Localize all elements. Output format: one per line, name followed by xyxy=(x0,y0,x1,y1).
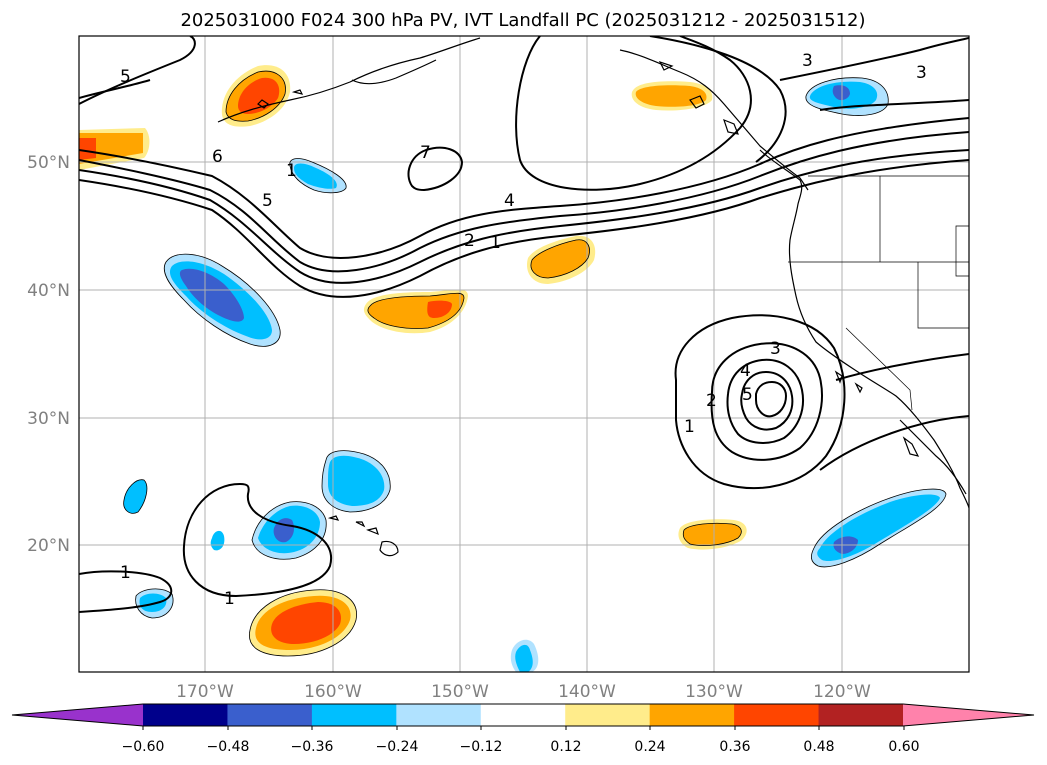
negative-anomaly-speck-2 xyxy=(210,530,225,551)
colorbar-segment xyxy=(480,704,566,726)
contour-label: 1 xyxy=(224,589,235,609)
contour-label: 4 xyxy=(504,191,515,211)
contour-label: 1 xyxy=(286,161,297,181)
lat-label: 50°N xyxy=(27,153,70,173)
colorbar-segment xyxy=(734,704,820,726)
positive-anomaly-aleutian xyxy=(221,65,291,127)
negative-anomaly-speck-1 xyxy=(123,479,147,514)
contour-label: 5 xyxy=(262,191,273,211)
map-border xyxy=(78,35,970,673)
contour-label: 5 xyxy=(742,385,753,405)
positive-anomaly-south xyxy=(249,589,357,656)
colorbar-segment xyxy=(311,704,397,726)
colorbar-tick-label: 0.48 xyxy=(803,739,834,755)
colorbar-tick-labels: −0.60 −0.48 −0.36 −0.24 −0.12 0.12 0.24 … xyxy=(122,739,920,755)
contour-label: 1 xyxy=(120,563,131,583)
graticule xyxy=(79,36,969,672)
contour-label: 2 xyxy=(464,231,475,251)
lon-label: 120°W xyxy=(813,682,871,702)
negative-anomaly-northeast xyxy=(805,77,889,116)
shaded-field-outlines xyxy=(123,70,947,657)
colorbar-extension-high xyxy=(903,704,1034,726)
lat-label: 20°N xyxy=(27,536,70,556)
colorbar-tick-label: −0.60 xyxy=(122,739,165,755)
negative-anomaly-central-north-pacific xyxy=(164,254,281,347)
colorbar-segment xyxy=(143,704,228,726)
lon-label: 170°W xyxy=(176,682,234,702)
lon-label: 140°W xyxy=(558,682,616,702)
contour-label: 6 xyxy=(212,147,223,167)
contour-label: 3 xyxy=(916,63,927,83)
contour-label: 5 xyxy=(120,67,131,87)
colorbar-tick-label: 0.60 xyxy=(888,739,919,755)
contour-label: 2 xyxy=(706,391,717,411)
colorbar-segment xyxy=(818,704,904,726)
colorbar-segment xyxy=(227,704,313,726)
colorbar-segment xyxy=(565,704,651,726)
contour-label: 4 xyxy=(740,361,751,381)
colorbar xyxy=(11,703,1035,730)
colorbar-tick-label: −0.12 xyxy=(460,739,503,755)
longitude-labels: 170°W 160°W 150°W 140°W 130°W 120°W xyxy=(176,682,871,702)
contour-label: 3 xyxy=(770,339,781,359)
negative-anomaly-speck-6 xyxy=(515,644,533,672)
colorbar-segment xyxy=(396,704,482,726)
colorbar-tick-label: −0.48 xyxy=(207,739,250,755)
colorbar-tick-label: −0.24 xyxy=(376,739,419,755)
contour-label: 1 xyxy=(490,233,501,253)
lon-label: 130°W xyxy=(685,682,743,702)
negative-anomaly-north-of-hawaii xyxy=(322,450,391,512)
negative-anomaly-speck-4 xyxy=(139,593,167,612)
chart-title: 2025031000 F024 300 hPa PV, IVT Landfall… xyxy=(180,10,865,31)
latitude-labels: 50°N 40°N 30°N 20°N xyxy=(27,153,70,556)
shaded-fields xyxy=(79,65,946,672)
map-area xyxy=(79,36,969,672)
colorbar-extension-low xyxy=(12,704,143,726)
colorbar-tick-label: 0.36 xyxy=(719,739,750,755)
positive-anomaly-150w xyxy=(363,289,468,334)
contour-label: 1 xyxy=(684,417,695,437)
coastlines xyxy=(217,37,969,557)
lon-label: 150°W xyxy=(431,682,489,702)
colorbar-tick-label: 0.12 xyxy=(550,739,581,755)
colorbar-tick-label: −0.36 xyxy=(291,739,334,755)
contour-lines xyxy=(79,36,969,613)
colorbar-tick-label: 0.24 xyxy=(634,739,665,755)
contour-label: 7 xyxy=(420,143,431,163)
lat-label: 30°N xyxy=(27,409,70,429)
lat-label: 40°N xyxy=(27,281,70,301)
contour-label-group: 5 6 5 7 4 2 1 3 3 1 2 4 5 3 1 1 1 xyxy=(120,51,927,609)
colorbar-segment xyxy=(649,704,735,726)
positive-anomaly-142w xyxy=(526,235,596,284)
contour-label: 3 xyxy=(802,51,813,71)
lon-label: 160°W xyxy=(304,682,362,702)
